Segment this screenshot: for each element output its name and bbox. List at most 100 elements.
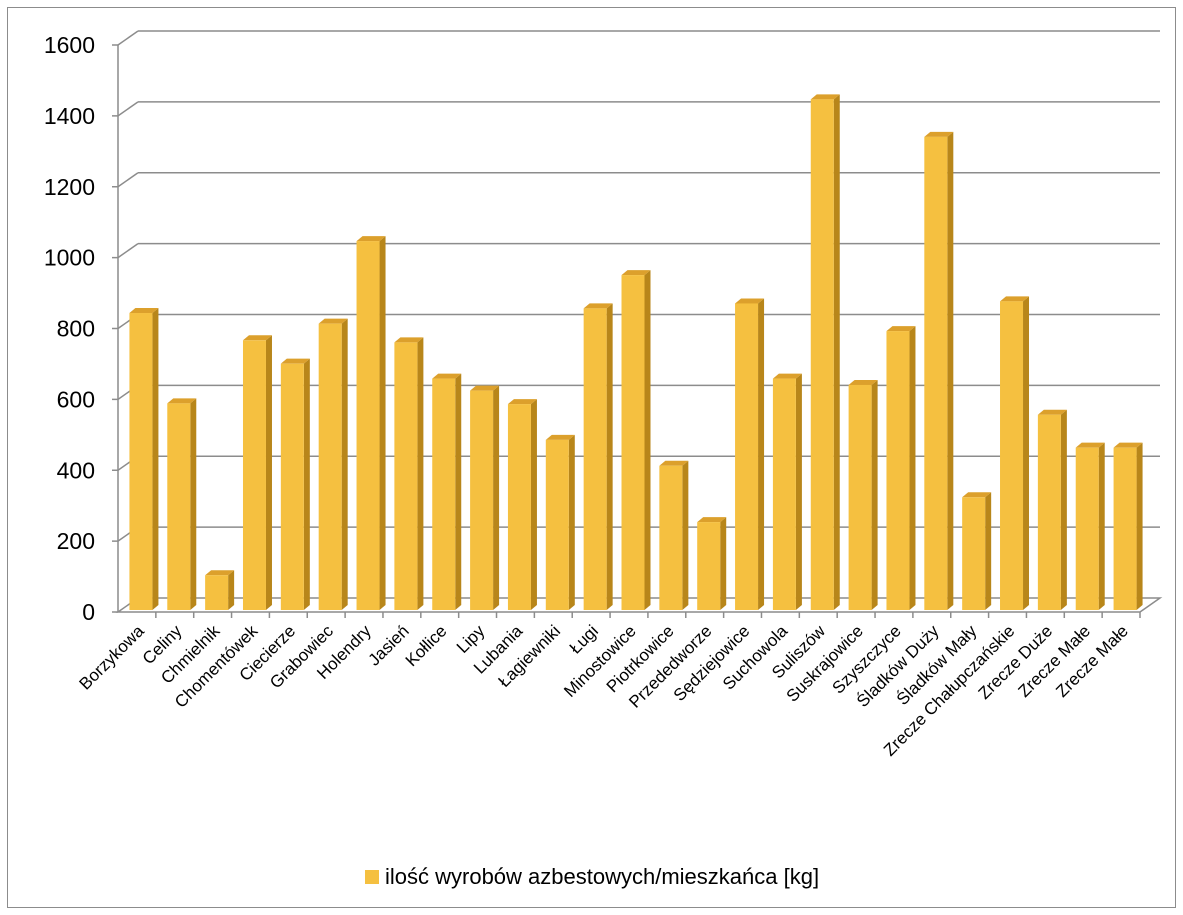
bar bbox=[1000, 301, 1024, 610]
bar bbox=[583, 308, 607, 610]
legend-label: ilość wyrobów azbestowych/mieszkańca [kg… bbox=[385, 864, 820, 889]
bar bbox=[697, 522, 721, 610]
bar-top bbox=[810, 94, 840, 100]
bar bbox=[394, 342, 418, 610]
bar-top bbox=[507, 399, 537, 405]
bar bbox=[205, 575, 229, 610]
bar bbox=[962, 497, 986, 610]
bar-side bbox=[1023, 296, 1030, 610]
bar bbox=[810, 99, 834, 610]
bar bbox=[735, 303, 759, 610]
bar bbox=[659, 465, 683, 610]
bar-side bbox=[758, 298, 765, 610]
bar-top bbox=[1113, 442, 1143, 448]
bar-side bbox=[152, 308, 159, 610]
bar-side bbox=[493, 385, 500, 610]
y-tick-label: 1600 bbox=[44, 32, 95, 58]
bar bbox=[848, 384, 872, 610]
bar-top bbox=[583, 303, 613, 309]
bar-side bbox=[1136, 442, 1143, 610]
bar-top bbox=[962, 492, 992, 498]
y-tick-label: 200 bbox=[57, 528, 95, 554]
bar-side bbox=[455, 373, 462, 610]
bar-side bbox=[1060, 409, 1067, 610]
bar bbox=[242, 340, 266, 610]
x-tick-label: Kołlice bbox=[402, 621, 451, 670]
bar bbox=[924, 136, 948, 610]
legend-swatch bbox=[365, 870, 379, 884]
legend: ilość wyrobów azbestowych/mieszkańca [kg… bbox=[365, 864, 819, 890]
bar-top bbox=[659, 460, 689, 466]
bar-top bbox=[1075, 442, 1105, 448]
gridline-depth bbox=[117, 172, 139, 188]
bar-top bbox=[318, 318, 348, 324]
bar-top bbox=[205, 570, 235, 576]
bar bbox=[545, 439, 569, 610]
y-tick-label: 600 bbox=[57, 386, 95, 412]
bar-side bbox=[265, 335, 272, 610]
gridline-depth bbox=[117, 243, 139, 259]
bar-side bbox=[303, 358, 310, 610]
y-tick-label: 0 bbox=[82, 599, 95, 625]
bar-top bbox=[394, 337, 424, 343]
bar-side bbox=[795, 373, 802, 610]
bar bbox=[1037, 414, 1061, 610]
bar-top bbox=[356, 236, 386, 242]
bar-side bbox=[530, 399, 537, 610]
bar-top bbox=[886, 326, 916, 332]
bar-top bbox=[167, 398, 197, 404]
bar-top bbox=[1000, 296, 1030, 302]
bar-side bbox=[985, 492, 992, 610]
bar-side bbox=[1098, 442, 1105, 610]
bar-side bbox=[644, 270, 651, 610]
bar bbox=[470, 390, 494, 610]
bar bbox=[356, 241, 380, 611]
bar-side bbox=[606, 303, 613, 610]
bar-top bbox=[621, 270, 651, 276]
bar-top bbox=[1037, 409, 1067, 415]
y-tick-label: 400 bbox=[57, 457, 95, 483]
y-tick-label: 1200 bbox=[44, 174, 95, 200]
bar-side bbox=[909, 326, 916, 610]
bar-top bbox=[924, 131, 954, 137]
bar-top bbox=[129, 308, 159, 314]
bar-side bbox=[833, 94, 840, 611]
x-tick-label: Jasień bbox=[365, 621, 413, 669]
bar-top bbox=[735, 298, 765, 304]
bar-side bbox=[947, 131, 954, 610]
bar-top bbox=[545, 434, 575, 440]
bar-side bbox=[417, 337, 424, 610]
gridline-depth bbox=[117, 101, 139, 117]
y-tick-label: 1000 bbox=[44, 245, 95, 271]
bar bbox=[167, 403, 191, 610]
bar-top bbox=[772, 373, 802, 379]
bar-top bbox=[432, 373, 462, 379]
bar-side bbox=[379, 236, 386, 611]
bar bbox=[280, 363, 304, 610]
bar-side bbox=[228, 570, 235, 610]
y-tick-label: 1400 bbox=[44, 103, 95, 129]
bar-side bbox=[190, 398, 197, 610]
bar bbox=[772, 378, 796, 610]
bar-top bbox=[280, 358, 310, 364]
bar-top bbox=[697, 517, 727, 523]
bar bbox=[1075, 447, 1099, 610]
bar-top bbox=[242, 335, 272, 341]
bar-side bbox=[341, 318, 348, 610]
bar bbox=[621, 275, 645, 610]
bar bbox=[507, 404, 531, 610]
bar bbox=[318, 323, 342, 610]
bar-side bbox=[568, 434, 575, 610]
bar bbox=[129, 313, 153, 610]
bar bbox=[1113, 447, 1137, 610]
bar-side bbox=[871, 379, 878, 610]
gridline-depth bbox=[117, 30, 139, 46]
bar bbox=[432, 378, 456, 610]
bar-top bbox=[848, 379, 878, 385]
bar bbox=[886, 331, 910, 610]
bar-side bbox=[682, 460, 689, 610]
bar-side bbox=[720, 517, 727, 610]
bar-top bbox=[470, 385, 500, 391]
x-tick-label: Borzykowa bbox=[76, 621, 149, 694]
